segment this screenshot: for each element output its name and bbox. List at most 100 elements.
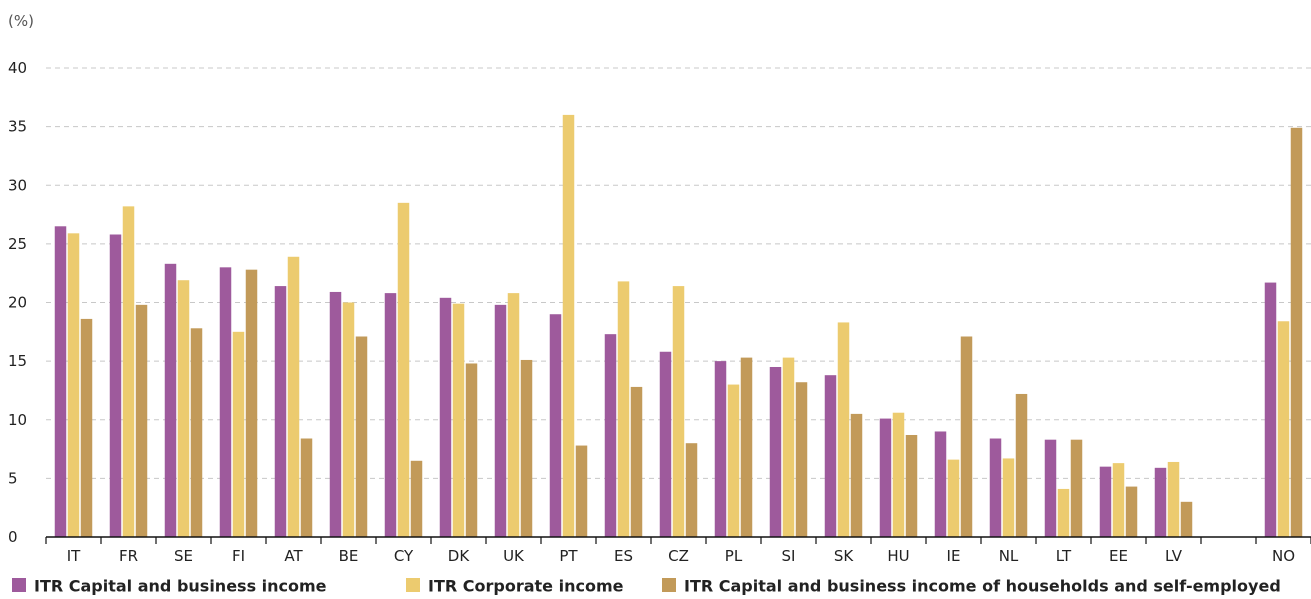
bar-s2-lt <box>1070 439 1083 537</box>
bar-s1-fr <box>122 206 135 538</box>
bar-s2-fr <box>135 304 148 537</box>
bar-s1-es <box>617 281 630 537</box>
legend-item-households: ITR Capital and business income of house… <box>662 573 1281 599</box>
bar-s2-it <box>80 318 93 537</box>
bar-s1-dk <box>452 303 465 537</box>
bar-s0-fr <box>109 234 122 537</box>
x-tick-label-pt: PT <box>559 547 578 565</box>
bar-s0-uk <box>494 304 507 537</box>
bar-s2-pl <box>740 357 753 537</box>
bars <box>54 114 1303 538</box>
y-tick-label-20: 20 <box>8 294 27 312</box>
x-tick-label-si: SI <box>782 547 796 565</box>
bar-s0-fi <box>219 267 232 537</box>
y-tick-label-35: 35 <box>8 118 27 136</box>
x-tick-label-ee: EE <box>1109 547 1128 565</box>
legend-label-households: ITR Capital and business income of house… <box>684 576 1281 596</box>
bar-s0-at <box>274 286 287 537</box>
bar-s1-fi <box>232 331 245 537</box>
x-tick-label-it: IT <box>67 547 81 565</box>
bar-s0-be <box>329 291 342 537</box>
bar-s2-sk <box>850 413 863 537</box>
bar-s2-uk <box>520 359 533 537</box>
bar-s2-dk <box>465 363 478 537</box>
legend-item-capital-business: ITR Capital and business income <box>12 573 327 599</box>
bar-s1-cz <box>672 286 685 537</box>
bar-s0-cy <box>384 293 397 537</box>
bar-s0-lv <box>1154 467 1167 537</box>
bar-s1-it <box>67 233 80 537</box>
bar-s1-lv <box>1167 461 1180 537</box>
y-unit-label: (%) <box>8 12 34 30</box>
bar-s0-lt <box>1044 439 1057 537</box>
x-tick-label-sk: SK <box>834 547 855 565</box>
x-tick-label-dk: DK <box>448 547 471 565</box>
bar-s0-it <box>54 226 67 538</box>
x-tick-label-be: BE <box>339 547 359 565</box>
bar-s1-pl <box>727 384 740 537</box>
y-tick-label-30: 30 <box>8 176 27 194</box>
bar-s0-hu <box>879 418 892 537</box>
bar-s2-ee <box>1125 486 1138 537</box>
x-tick-label-cz: CZ <box>668 547 689 565</box>
bar-s1-pt <box>562 114 575 538</box>
legend-swatch-capital-business <box>12 578 26 592</box>
bar-s0-es <box>604 334 617 537</box>
legend-label-capital-business: ITR Capital and business income <box>34 576 327 596</box>
bar-s1-hu <box>892 412 905 537</box>
bar-s1-at <box>287 256 300 537</box>
bar-s0-ee <box>1099 466 1112 537</box>
x-tick-label-pl: PL <box>725 547 743 565</box>
y-tick-label-5: 5 <box>8 469 18 487</box>
bar-s2-lv <box>1180 501 1193 537</box>
x-tick-label-no: NO <box>1272 547 1295 565</box>
x-tick-label-fi: FI <box>232 547 245 565</box>
bar-s0-pt <box>549 314 562 537</box>
bar-s1-lt <box>1057 488 1070 537</box>
bar-s0-ie <box>934 431 947 537</box>
bar-s1-cy <box>397 202 410 537</box>
x-tick-label-hu: HU <box>887 547 909 565</box>
bar-s2-at <box>300 438 313 537</box>
bar-s0-cz <box>659 351 672 537</box>
bar-s2-be <box>355 336 368 537</box>
x-tick-label-fr: FR <box>119 547 138 565</box>
bar-s2-pt <box>575 445 588 537</box>
bar-s1-nl <box>1002 458 1015 537</box>
bar-s2-ie <box>960 336 973 537</box>
bar-s2-si <box>795 382 808 537</box>
bar-s2-es <box>630 386 643 537</box>
bar-s2-nl <box>1015 393 1028 537</box>
bar-s0-pl <box>714 361 727 538</box>
legend: ITR Capital and business income ITR Corp… <box>12 573 1311 599</box>
y-tick-label-0: 0 <box>8 528 18 546</box>
axes: 0 5 10 15 20 25 30 35 40 IT FR SE FI AT BE CY DK UK PT ES CZ… <box>8 59 1311 565</box>
x-tick-label-es: ES <box>614 547 633 565</box>
x-tick-label-lv: LV <box>1165 547 1183 565</box>
bar-s2-se <box>190 328 203 537</box>
bar-s0-nl <box>989 438 1002 537</box>
bar-s1-uk <box>507 293 520 537</box>
y-tick-label-10: 10 <box>8 411 27 429</box>
bar-s2-cy <box>410 460 423 537</box>
bar-s0-sk <box>824 375 837 537</box>
bar-chart: (%) 0 5 10 15 20 25 30 35 40 IT FR SE FI AT BE CY DK UK PT… <box>8 12 1311 565</box>
legend-swatch-households <box>662 578 676 592</box>
x-tick-label-cy: CY <box>394 547 414 565</box>
bar-s1-ee <box>1112 463 1125 537</box>
legend-item-corporate: ITR Corporate income <box>406 573 623 599</box>
bar-s1-sk <box>837 322 850 537</box>
x-tick-label-uk: UK <box>503 547 525 565</box>
x-tick-label-nl: NL <box>999 547 1019 565</box>
y-tick-label-15: 15 <box>8 352 27 370</box>
x-tick-label-se: SE <box>174 547 193 565</box>
bar-s1-ie <box>947 459 960 537</box>
bar-s1-se <box>177 280 190 537</box>
y-tick-label-25: 25 <box>8 235 27 253</box>
x-tick-label-ie: IE <box>947 547 961 565</box>
bar-s1-be <box>342 302 355 537</box>
bar-s0-no <box>1264 282 1277 537</box>
y-tick-label-40: 40 <box>8 59 27 77</box>
x-tick-label-lt: LT <box>1056 547 1072 565</box>
bar-s1-si <box>782 357 795 537</box>
